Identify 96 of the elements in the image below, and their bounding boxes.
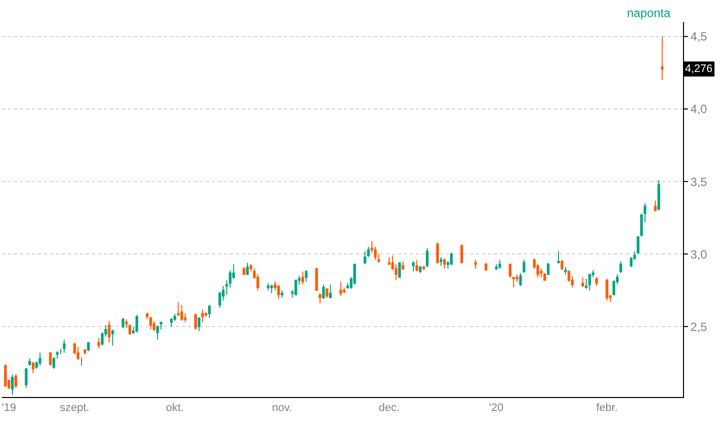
candlestick	[443, 258, 446, 270]
candlestick	[304, 270, 308, 282]
candlestick	[266, 282, 270, 291]
candlestick	[318, 292, 322, 304]
candlestick	[111, 329, 114, 346]
candlestick	[122, 317, 124, 329]
candlestick	[194, 313, 197, 330]
candlestick	[270, 284, 273, 294]
candlestick	[56, 350, 59, 360]
candlestick	[180, 304, 184, 322]
candlestick	[543, 272, 546, 281]
candlestick	[14, 374, 18, 388]
candlestick	[208, 304, 211, 318]
candlestick	[460, 244, 464, 264]
candlestick	[326, 288, 328, 298]
candlestick	[484, 262, 488, 271]
candlestick	[322, 284, 325, 300]
candlestick	[512, 276, 515, 288]
candlestick	[474, 259, 477, 270]
candlestick	[494, 264, 498, 271]
candlestick	[170, 317, 173, 328]
x-tick-label: '20	[489, 402, 504, 414]
candlestick	[584, 278, 588, 290]
candlestick	[353, 264, 356, 286]
candlestick	[588, 274, 592, 291]
x-tick-label: szept.	[60, 402, 90, 414]
candlestick	[426, 248, 429, 268]
candlestick	[280, 290, 284, 298]
candlestick	[59, 348, 62, 355]
candlestick	[619, 260, 622, 274]
candlestick	[560, 259, 564, 271]
candlestick	[402, 260, 404, 271]
y-tick-label: 3,5	[690, 174, 708, 189]
candlestick	[149, 316, 152, 330]
candlestick	[557, 250, 560, 264]
candlestick	[246, 262, 249, 275]
candlestick	[32, 362, 34, 374]
candlestick	[4, 364, 7, 387]
y-tick-label: 4,5	[690, 30, 708, 44]
candlestick	[201, 308, 204, 323]
candlestick	[398, 262, 401, 278]
candlestick	[84, 349, 86, 355]
candlestick	[450, 252, 453, 265]
text: naponta	[627, 6, 671, 20]
candlestick	[11, 374, 14, 396]
candlestick	[422, 265, 426, 271]
x-tick-label: nov.	[272, 402, 292, 414]
y-tick-label: 4,0	[690, 102, 708, 116]
candlestick	[339, 281, 342, 297]
candlestick	[508, 264, 512, 278]
candlestick	[301, 271, 304, 286]
candlestick	[87, 342, 90, 352]
candlestick	[156, 324, 159, 340]
y-tick-label: 2,5	[690, 320, 708, 334]
candlestick	[440, 256, 442, 266]
candlestick	[412, 260, 415, 272]
candlestick	[415, 259, 418, 272]
candlestick	[97, 338, 100, 349]
candlestick	[38, 352, 42, 366]
candlestick	[546, 262, 550, 275]
y-tick-label: 3,0	[690, 247, 708, 262]
candlestick	[294, 280, 298, 296]
candlestick	[564, 266, 567, 275]
candlestick	[135, 314, 138, 333]
candlestick	[198, 317, 200, 332]
x-tick-label: dec.	[378, 402, 400, 414]
candlestick	[660, 36, 664, 81]
candlestick	[277, 286, 280, 300]
candlestick	[595, 276, 598, 287]
candlestick	[654, 200, 657, 212]
candlestick	[52, 356, 56, 370]
candlestick	[436, 242, 439, 264]
candlestick	[498, 259, 502, 270]
x-tick-label: okt.	[166, 402, 184, 414]
candlestick	[315, 268, 318, 291]
candlestick	[152, 320, 156, 332]
candlestick	[519, 272, 522, 287]
candlestick	[24, 368, 28, 388]
candlestick	[242, 266, 246, 275]
candlestick	[49, 352, 52, 366]
candlestick	[62, 339, 66, 354]
candlestick	[581, 276, 584, 287]
candlestick	[540, 268, 543, 278]
candlestick	[329, 284, 332, 298]
annotation: 4,276	[685, 63, 713, 75]
candlestick	[606, 278, 608, 302]
candlestick	[418, 265, 422, 274]
candlestick	[657, 180, 660, 212]
candlestick	[364, 250, 366, 265]
candlestick	[76, 346, 80, 361]
candlestick	[108, 320, 111, 344]
candlestick	[28, 358, 31, 366]
candlestick	[522, 259, 526, 274]
candlestick	[80, 356, 83, 366]
x-tick-label: febr.	[596, 402, 618, 414]
x-tick-label: '19	[2, 402, 16, 414]
